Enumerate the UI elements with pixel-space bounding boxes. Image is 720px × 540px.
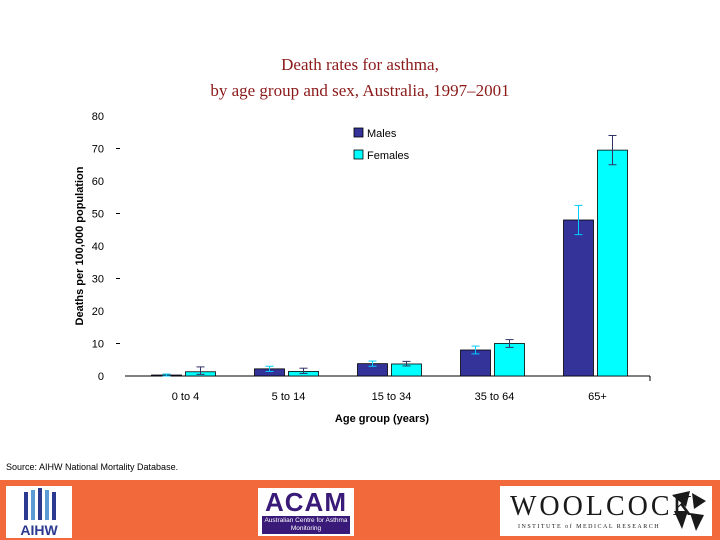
y-tick-label: 50 [92,209,104,221]
aihw-logo: AIHW [6,486,72,538]
x-tick-label: 15 to 34 [372,391,412,403]
acam-logo: ACAM Australian Centre for Asthma Monito… [258,488,354,536]
woolcock-logo-subtitle: INSTITUTE of MEDICAL RESEARCH [518,524,661,530]
acam-logo-title: ACAM [265,487,347,517]
aihw-logo-text: AIHW [20,522,58,538]
x-tick-label: 65+ [588,391,607,403]
x-tick-label: 35 to 64 [475,391,515,403]
bar-males [563,219,594,377]
y-tick-label: 30 [92,274,104,286]
chart-title-line1: Death rates for asthma, [281,55,439,74]
chart-title: Death rates for asthma, by age group and… [0,52,720,104]
x-tick-label: 0 to 4 [172,391,200,403]
bar-females [597,149,628,377]
source-note: Source: AIHW National Mortality Database… [6,462,179,472]
woolcock-logo-title: WOOLCOCK [510,491,696,522]
y-tick-label: 40 [92,241,104,253]
x-axis-label: Age group (years) [335,413,429,425]
y-axis-label: Deaths per 100,000 population [74,166,86,325]
woolcock-emblem-icon [672,491,706,531]
woolcock-logo: WOOLCOCK INSTITUTE of MEDICAL RESEARCH [500,486,712,536]
y-tick-label: 60 [92,176,104,188]
y-tick-label: 10 [92,339,104,351]
y-tick-label: 0 [98,371,104,383]
y-tick-label: 70 [92,144,104,156]
x-tick-label: 5 to 14 [272,391,306,403]
bar-females [494,343,525,377]
acam-logo-subtitle: Australian Centre for Asthma Monitoring [262,516,350,534]
legend-label-males: Males [367,128,397,140]
legend-swatch-males [353,127,364,138]
aihw-emblem-icon [24,488,56,520]
bar-chart: 0 10 20 30 40 50 60 70 80 Deaths per 100,000 popu… [74,111,651,425]
legend-swatch-females [353,149,364,160]
y-tick-label: 20 [92,306,104,318]
y-tick-label: 80 [92,111,104,123]
chart-title-line2: by age group and sex, Australia, 1997–20… [210,81,510,100]
footer-banner: AIHW ACAM Australian Centre for Asthma M… [0,480,720,540]
legend-label-females: Females [367,150,410,162]
